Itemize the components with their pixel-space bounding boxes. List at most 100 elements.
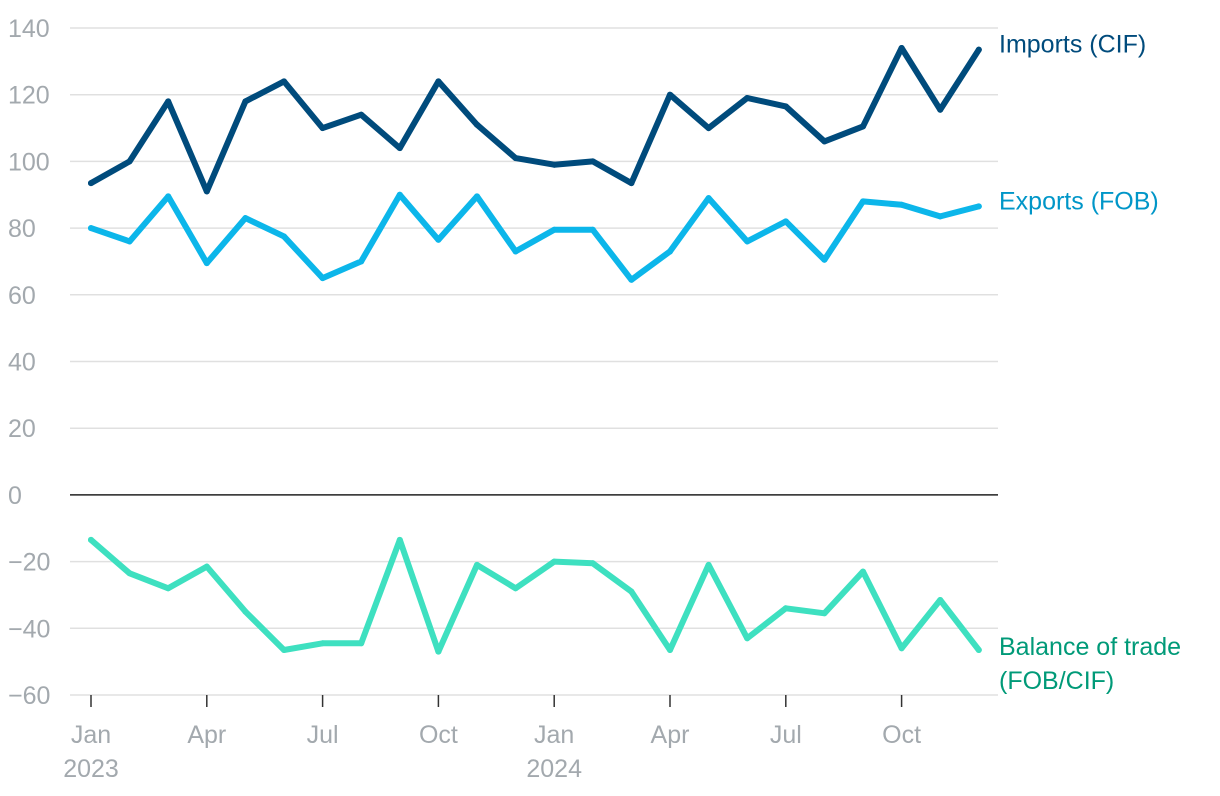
data-point-exports-fob <box>88 225 94 232</box>
data-point-imports-cif <box>512 155 519 162</box>
data-point-imports-cif <box>396 145 403 152</box>
data-point-imports-cif <box>782 103 789 110</box>
data-point-exports-fob <box>203 260 210 267</box>
data-point-imports-cif <box>821 138 828 145</box>
data-point-imports-cif <box>744 95 751 102</box>
data-point-imports-cif <box>474 121 480 128</box>
series-lines <box>88 45 982 655</box>
x-tick-label: Apr <box>651 721 690 749</box>
data-point-balance-of-trade-fob-cif <box>667 646 673 653</box>
series-label-balance-of-trade-fob-cif: Balance of trade <box>999 633 1181 661</box>
data-point-balance-of-trade-fob-cif <box>705 561 712 568</box>
data-point-imports-cif <box>435 78 442 85</box>
y-tick-label: 80 <box>8 215 36 243</box>
y-tick-label: 100 <box>8 148 50 176</box>
data-point-imports-cif <box>203 188 210 195</box>
data-point-imports-cif <box>88 180 94 187</box>
data-point-balance-of-trade-fob-cif <box>88 536 94 543</box>
data-point-exports-fob <box>281 233 287 240</box>
data-point-balance-of-trade-fob-cif <box>435 648 442 655</box>
data-point-exports-fob <box>782 218 789 225</box>
data-point-imports-cif <box>667 91 673 98</box>
data-point-exports-fob <box>975 203 982 210</box>
data-point-imports-cif <box>126 158 133 165</box>
data-point-balance-of-trade-fob-cif <box>396 536 403 543</box>
data-point-balance-of-trade-fob-cif <box>898 645 905 652</box>
data-point-exports-fob <box>126 238 133 245</box>
y-tick-label: −60 <box>8 682 50 710</box>
y-tick-label: −20 <box>8 549 50 577</box>
x-tick-label: Jan <box>71 721 111 749</box>
data-point-exports-fob <box>319 275 326 282</box>
x-tick-year-label: 2024 <box>526 755 582 783</box>
data-point-balance-of-trade-fob-cif <box>165 585 172 592</box>
y-axis-tick-labels: −60 −40 −20 0 20 40 60 80 100 120 140 <box>8 15 50 710</box>
x-tick-label: Jul <box>770 721 802 749</box>
data-point-balance-of-trade-fob-cif <box>512 585 519 592</box>
series-line-balance-of-trade-fob-cif <box>88 536 982 655</box>
data-point-balance-of-trade-fob-cif <box>203 563 210 570</box>
data-point-imports-cif <box>589 158 596 165</box>
data-point-exports-fob <box>242 215 249 222</box>
data-point-imports-cif <box>898 45 905 52</box>
data-point-exports-fob <box>551 226 558 233</box>
y-tick-label: 20 <box>8 415 36 443</box>
data-point-exports-fob <box>474 193 480 200</box>
y-tick-label: −40 <box>8 615 50 643</box>
series-labels: Imports (CIF) Exports (FOB) Balance of tra… <box>999 31 1181 695</box>
data-point-balance-of-trade-fob-cif <box>589 560 596 567</box>
data-point-balance-of-trade-fob-cif <box>821 610 828 617</box>
data-point-balance-of-trade-fob-cif <box>474 561 480 568</box>
data-point-exports-fob <box>744 238 751 245</box>
x-tick-label: Oct <box>419 721 458 749</box>
x-tick-label: Jan <box>534 721 574 749</box>
data-point-balance-of-trade-fob-cif <box>551 558 558 565</box>
y-tick-label: 60 <box>8 282 36 310</box>
data-point-balance-of-trade-fob-cif <box>937 596 944 603</box>
series-label-balance-of-trade-fob-cif: (FOB/CIF) <box>999 667 1114 695</box>
data-point-imports-cif <box>319 125 326 132</box>
x-tick-label: Apr <box>187 721 226 749</box>
data-point-exports-fob <box>512 248 519 255</box>
data-point-imports-cif <box>242 98 249 105</box>
y-tick-label: 40 <box>8 349 36 377</box>
y-tick-label: 140 <box>8 15 50 43</box>
data-point-balance-of-trade-fob-cif <box>782 605 789 612</box>
series-line-exports-fob <box>88 191 982 283</box>
series-label-exports-fob: Exports (FOB) <box>999 187 1159 215</box>
data-point-imports-cif <box>975 46 982 53</box>
data-point-exports-fob <box>396 191 403 198</box>
data-point-balance-of-trade-fob-cif <box>860 568 866 575</box>
data-point-balance-of-trade-fob-cif <box>242 608 249 615</box>
data-point-balance-of-trade-fob-cif <box>358 640 365 647</box>
data-point-imports-cif <box>358 111 365 118</box>
data-point-exports-fob <box>628 276 635 283</box>
data-point-exports-fob <box>821 256 828 263</box>
y-tick-label: 120 <box>8 82 50 110</box>
series-line-imports-cif <box>88 45 982 195</box>
data-point-balance-of-trade-fob-cif <box>975 646 982 653</box>
x-axis: Jan 2023 Apr Jul Oct Jan 2024 Apr Jul Oct <box>63 695 921 783</box>
data-point-imports-cif <box>860 123 866 130</box>
data-point-exports-fob <box>589 226 596 233</box>
data-point-exports-fob <box>937 213 944 220</box>
data-point-imports-cif <box>937 106 944 113</box>
data-point-balance-of-trade-fob-cif <box>744 635 751 642</box>
data-point-balance-of-trade-fob-cif <box>281 646 287 653</box>
x-tick-label: Jul <box>307 721 339 749</box>
x-tick-label: Oct <box>882 721 921 749</box>
data-point-imports-cif <box>705 125 712 132</box>
data-point-exports-fob <box>705 195 712 202</box>
data-point-exports-fob <box>667 248 673 255</box>
data-point-exports-fob <box>165 193 172 200</box>
x-tick-year-label: 2023 <box>63 755 119 783</box>
data-point-balance-of-trade-fob-cif <box>126 570 133 577</box>
data-point-balance-of-trade-fob-cif <box>319 640 326 647</box>
data-point-imports-cif <box>628 180 635 187</box>
series-label-imports-cif: Imports (CIF) <box>999 31 1146 59</box>
data-point-exports-fob <box>435 236 442 243</box>
data-point-imports-cif <box>281 78 287 85</box>
data-point-imports-cif <box>165 98 172 105</box>
data-point-exports-fob <box>358 258 365 265</box>
data-point-balance-of-trade-fob-cif <box>628 588 635 595</box>
